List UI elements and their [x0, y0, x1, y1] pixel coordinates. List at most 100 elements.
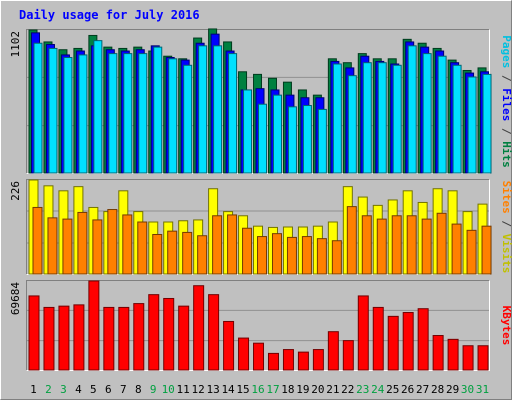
bar-kbytes-day-22 — [342, 340, 354, 371]
bar-kbytes-day-31 — [477, 345, 489, 371]
day-label-4: 4 — [75, 383, 82, 396]
day-label-15: 15 — [236, 383, 249, 396]
bar-sites-day-29 — [451, 223, 462, 275]
bar-pages-day-31 — [482, 73, 492, 174]
panel-border-dark — [26, 179, 490, 275]
bar-sites-day-24 — [376, 218, 387, 275]
bar-pages-day-24 — [377, 62, 387, 174]
bar-sites-day-1 — [32, 206, 43, 275]
bar-kbytes-day-7 — [118, 306, 130, 371]
bar-kbytes-day-13 — [208, 294, 220, 371]
bar-sites-day-26 — [406, 215, 417, 275]
bar-sites-day-21 — [331, 240, 342, 275]
bar-pages-day-9 — [153, 46, 163, 174]
day-label-11: 11 — [177, 383, 190, 396]
bar-pages-day-2 — [48, 47, 58, 174]
bar-pages-day-21 — [332, 63, 342, 174]
y-max-label: 226 — [9, 181, 22, 201]
bar-sites-day-7 — [122, 214, 133, 275]
panel-hits: 1102 Pages / Files / Hits — [9, 28, 512, 174]
bar-sites-day-9 — [152, 233, 163, 275]
bar-sites-day-27 — [421, 218, 432, 275]
bar-sites-day-15 — [242, 227, 253, 275]
bar-kbytes-day-10 — [163, 297, 175, 371]
day-label-1: 1 — [30, 383, 37, 396]
bar-kbytes-day-30 — [462, 345, 474, 371]
bar-pages-day-11 — [183, 64, 193, 174]
bar-pages-day-6 — [108, 53, 118, 174]
panel-border-dark — [26, 280, 490, 371]
day-label-6: 6 — [105, 383, 112, 396]
day-label-23: 23 — [356, 383, 369, 396]
bar-kbytes-day-14 — [223, 320, 235, 371]
bar-kbytes-day-3 — [58, 305, 70, 371]
bar-pages-day-27 — [422, 53, 432, 174]
bar-pages-day-7 — [123, 53, 133, 174]
day-label-30: 30 — [461, 383, 474, 396]
bar-kbytes-day-4 — [73, 304, 85, 371]
bar-sites-day-2 — [47, 217, 58, 275]
bar-pages-day-22 — [347, 75, 357, 174]
bar-kbytes-day-1 — [28, 295, 40, 371]
bar-pages-day-29 — [452, 64, 462, 174]
bar-kbytes-day-6 — [103, 306, 115, 371]
bar-kbytes-day-9 — [148, 294, 160, 371]
day-label-21: 21 — [326, 383, 339, 396]
bar-kbytes-day-11 — [178, 305, 190, 371]
panel-border-light — [26, 280, 490, 371]
day-label-12: 12 — [192, 383, 205, 396]
bar-pages-day-15 — [243, 89, 253, 174]
series-label: Pages / Files / Hits — [500, 35, 512, 168]
panel-border-light — [26, 179, 490, 275]
bar-sites-day-5 — [92, 219, 103, 275]
series-label-part: / — [500, 121, 512, 141]
bar-kbytes-day-5 — [88, 280, 100, 371]
day-label-27: 27 — [416, 383, 429, 396]
bar-kbytes-day-20 — [312, 349, 324, 371]
series-label-part: / — [500, 214, 512, 234]
bar-pages-day-10 — [168, 58, 178, 174]
bar-sites-day-25 — [391, 215, 402, 275]
series-label-part: Sites — [500, 181, 512, 214]
bar-sites-day-16 — [257, 236, 268, 275]
bar-kbytes-day-12 — [193, 285, 205, 371]
series-label-part: Pages — [500, 35, 512, 68]
bar-pages-day-5 — [93, 40, 103, 174]
bar-pages-day-30 — [467, 76, 477, 174]
series-label-part: Hits — [500, 141, 512, 168]
panel-visits: 226 Sites / Visits — [9, 179, 512, 275]
bar-pages-day-1 — [33, 42, 43, 174]
bar-sites-day-18 — [286, 236, 297, 275]
bar-sites-day-28 — [436, 212, 447, 275]
bar-sites-day-20 — [316, 238, 327, 275]
bar-pages-day-18 — [287, 106, 297, 174]
bar-pages-day-28 — [437, 55, 447, 174]
bar-sites-day-6 — [107, 209, 118, 275]
y-max-label: 69684 — [9, 282, 22, 315]
day-label-26: 26 — [401, 383, 414, 396]
bar-kbytes-day-26 — [402, 312, 414, 371]
bar-sites-day-13 — [212, 215, 223, 275]
bar-sites-day-4 — [77, 211, 88, 275]
bar-pages-day-12 — [198, 45, 208, 174]
y-max-label: 1102 — [9, 31, 22, 58]
bar-sites-day-12 — [197, 235, 208, 275]
bar-kbytes-day-23 — [357, 295, 369, 371]
series-label-part: / — [500, 68, 512, 88]
day-label-22: 22 — [341, 383, 354, 396]
bar-pages-day-19 — [302, 105, 312, 174]
day-label-10: 10 — [162, 383, 175, 396]
bar-kbytes-day-24 — [372, 306, 384, 371]
day-label-20: 20 — [311, 383, 324, 396]
day-label-9: 9 — [150, 383, 157, 396]
bar-kbytes-day-17 — [267, 352, 279, 371]
bar-pages-day-4 — [78, 54, 88, 174]
bar-kbytes-day-25 — [387, 315, 399, 371]
bar-sites-day-8 — [137, 221, 148, 275]
bar-kbytes-day-18 — [282, 349, 294, 371]
series-label-part: KBytes — [500, 306, 512, 346]
day-label-19: 19 — [296, 383, 309, 396]
series-label: KBytes — [500, 306, 512, 346]
